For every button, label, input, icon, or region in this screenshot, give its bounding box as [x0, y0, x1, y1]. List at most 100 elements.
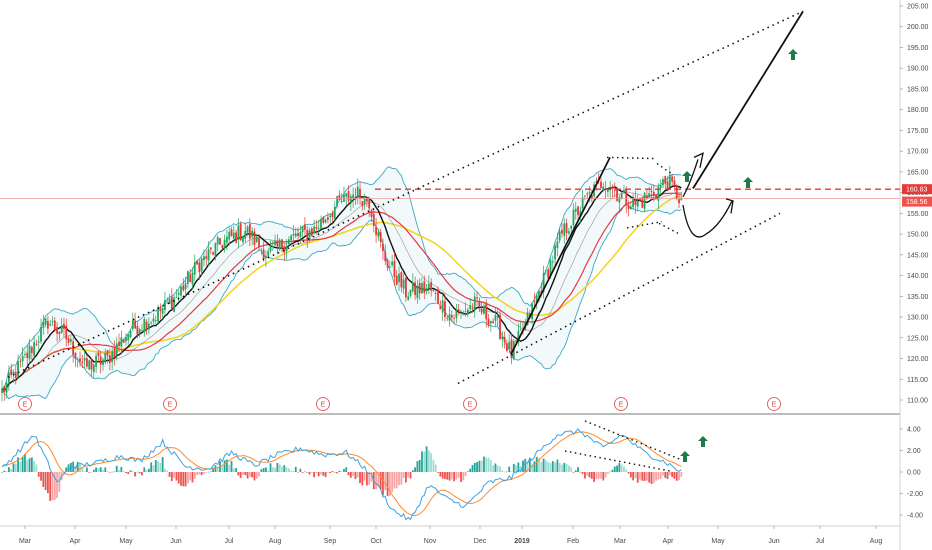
candle-body — [639, 198, 641, 201]
macd-histogram-bar — [81, 467, 84, 472]
candle-body — [361, 201, 364, 206]
candle-body — [177, 292, 180, 295]
candle-body — [173, 297, 176, 312]
candle-body — [246, 226, 249, 233]
month-tick-label: Jul — [225, 538, 234, 545]
macd-histogram-bar — [125, 472, 127, 474]
macd-histogram-bar — [297, 472, 299, 473]
candle-body — [542, 272, 545, 293]
macd-histogram-bar — [265, 467, 267, 472]
month-tick-label: Mar — [19, 538, 32, 545]
macd-histogram-bar — [226, 459, 228, 472]
month-tick-label: May — [711, 538, 725, 545]
candle-body — [248, 224, 251, 239]
price-tag-label: 160.83 — [906, 187, 928, 194]
macd-histogram-bar — [333, 472, 336, 473]
candle-body — [673, 180, 676, 185]
macd-histogram-bar — [182, 472, 185, 487]
candle-body — [602, 186, 605, 190]
macd-histogram-bar — [602, 472, 605, 481]
candle-body — [322, 217, 325, 223]
macd-histogram-bar — [485, 457, 488, 472]
candle-body — [30, 347, 33, 354]
candle-body — [69, 339, 72, 342]
candle-body — [354, 196, 357, 200]
candle-body — [623, 189, 625, 193]
candle-body — [650, 191, 653, 192]
macd-histogram-bar — [290, 470, 293, 472]
candle-body — [510, 339, 513, 359]
macd-histogram-bar — [33, 461, 36, 472]
month-tick-label: Oct — [371, 538, 382, 545]
candle-body — [625, 189, 628, 205]
candle-body — [551, 261, 554, 263]
price-tick-label: 175.00 — [907, 128, 929, 135]
price-tick-label: 170.00 — [907, 149, 929, 156]
macd-histogram-bar — [671, 472, 674, 478]
macd-histogram-bar — [473, 462, 476, 472]
macd-histogram-bar — [310, 472, 313, 473]
macd-histogram-bar — [322, 472, 325, 476]
macd-histogram-bar — [283, 465, 286, 472]
macd-histogram-bar — [343, 469, 345, 472]
macd-histogram-bar — [157, 461, 159, 472]
macd-histogram-bar — [189, 472, 192, 481]
candle-body — [662, 179, 664, 186]
candle-body — [659, 185, 662, 189]
macd-histogram-bar — [53, 472, 56, 500]
candle-body — [157, 307, 159, 322]
candle-body — [230, 229, 233, 237]
candle-body — [95, 355, 97, 367]
macd-histogram-bar — [439, 472, 442, 477]
macd-histogram-bar — [675, 472, 678, 481]
macd-histogram-bar — [255, 472, 258, 479]
macd-histogram-bar — [659, 472, 662, 479]
macd-histogram-bar — [95, 467, 97, 472]
candle-body — [581, 197, 584, 209]
macd-histogram-bar — [657, 472, 660, 480]
macd-histogram-bar — [668, 472, 671, 476]
candle-body — [655, 194, 657, 198]
candle-body — [636, 200, 639, 207]
macd-histogram-bar — [65, 467, 68, 472]
macd-histogram-bar — [579, 472, 582, 473]
price-tick-label: 120.00 — [907, 356, 929, 363]
macd-histogram-bar — [613, 466, 616, 472]
candle-body — [299, 232, 302, 238]
macd-histogram-bar — [51, 472, 54, 501]
earnings-marker-label: E — [468, 402, 473, 409]
candle-body — [14, 372, 17, 378]
candle-body — [425, 287, 428, 291]
candle-body — [12, 371, 15, 374]
macd-histogram-bar — [476, 462, 478, 472]
candle-body — [391, 261, 394, 266]
macd-histogram-bar — [19, 461, 22, 472]
candle-body — [338, 194, 341, 200]
candle-body — [5, 382, 8, 393]
macd-histogram-bar — [655, 472, 657, 481]
candle-body — [191, 272, 194, 285]
macd-tick-label: 2.00 — [907, 448, 921, 455]
macd-histogram-bar — [352, 472, 355, 476]
macd-histogram-bar — [499, 466, 501, 472]
macd-histogram-bar — [526, 461, 529, 472]
candle-body — [416, 285, 419, 299]
macd-histogram-bar — [159, 462, 162, 472]
month-tick-label: Aug — [269, 538, 282, 545]
macd-histogram-bar — [595, 472, 598, 480]
candle-body — [473, 296, 476, 311]
candle-body — [469, 305, 472, 309]
candle-body — [196, 260, 198, 265]
macd-histogram-bar — [338, 470, 341, 472]
macd-histogram-bar — [567, 465, 570, 472]
macd-histogram-bar — [558, 462, 561, 472]
candle-body — [627, 205, 630, 209]
price-tick-label: 125.00 — [907, 335, 929, 342]
macd-histogram-bar — [432, 459, 435, 472]
macd-histogram-bar — [143, 467, 146, 472]
earnings-marker — [163, 397, 177, 411]
candle-body — [386, 259, 389, 268]
macd-histogram-bar — [377, 472, 380, 487]
candle-body — [561, 229, 563, 234]
candle-body — [645, 195, 648, 199]
